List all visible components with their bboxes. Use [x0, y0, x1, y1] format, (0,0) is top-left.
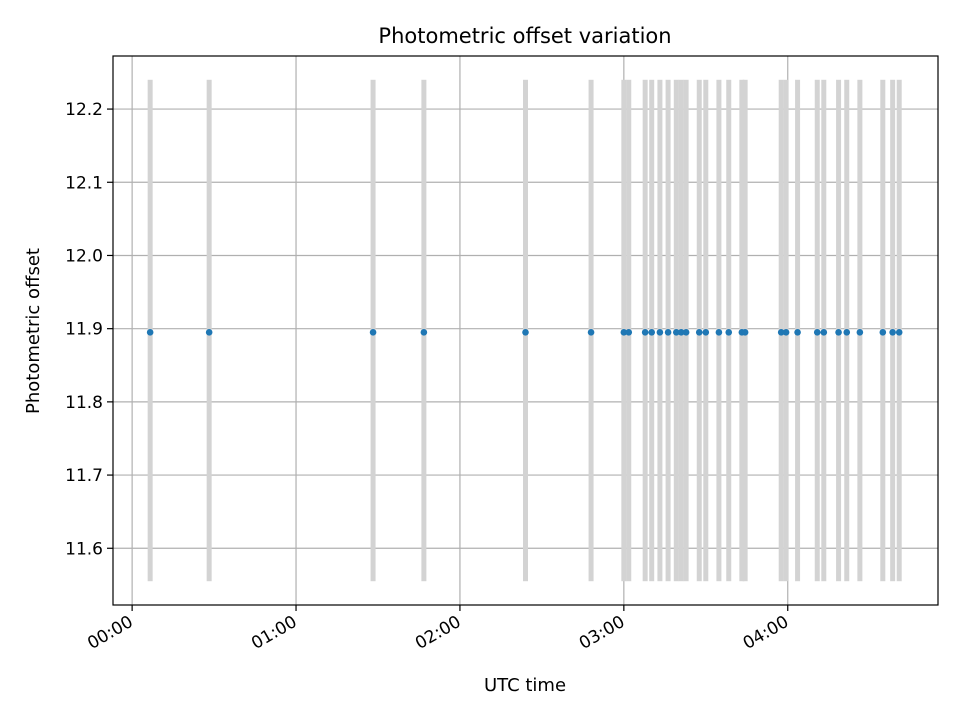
- x-axis-label: UTC time: [484, 675, 566, 696]
- data-point: [725, 329, 733, 336]
- data-point: [741, 329, 749, 336]
- data-point: [420, 329, 428, 336]
- data-point: [777, 329, 785, 336]
- chart-title: Photometric offset variation: [378, 24, 671, 48]
- y-tick-label: 12.1: [65, 173, 103, 193]
- data-point: [794, 329, 801, 336]
- y-tick-label: 11.7: [65, 466, 103, 486]
- data-point: [648, 329, 656, 336]
- y-tick-label: 12.0: [65, 246, 103, 266]
- data-point: [664, 329, 672, 336]
- y-tick-label: 11.9: [65, 320, 103, 340]
- data-point: [843, 329, 851, 336]
- y-tick-label: 11.6: [65, 539, 103, 559]
- data-point: [813, 329, 821, 336]
- data-point: [641, 329, 649, 336]
- y-tick-label: 11.8: [65, 393, 103, 413]
- data-point: [205, 329, 213, 336]
- data-point: [620, 329, 628, 336]
- data-point: [682, 329, 690, 336]
- data-point: [856, 329, 864, 336]
- data-point: [522, 329, 529, 336]
- data-point: [879, 329, 887, 336]
- data-point: [702, 329, 710, 336]
- data-point: [889, 329, 896, 336]
- data-point: [695, 329, 703, 336]
- data-point: [820, 329, 828, 336]
- data-point: [895, 329, 903, 336]
- data-point: [835, 329, 842, 336]
- data-point: [625, 329, 633, 336]
- data-points: [146, 329, 903, 336]
- data-point: [677, 329, 685, 336]
- y-axis-label: Photometric offset: [23, 248, 44, 414]
- data-point: [587, 329, 595, 336]
- data-point: [369, 329, 377, 336]
- data-point: [672, 329, 680, 336]
- data-point: [715, 329, 723, 336]
- data-point: [656, 329, 664, 336]
- data-point: [782, 329, 790, 336]
- plot-frame: [112, 55, 939, 606]
- data-point: [146, 329, 154, 336]
- y-tick-label: 12.2: [65, 100, 103, 120]
